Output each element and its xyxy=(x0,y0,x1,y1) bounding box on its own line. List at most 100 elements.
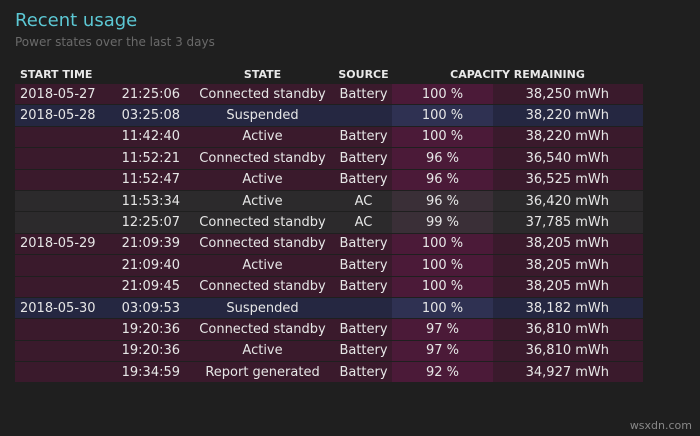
energy-cell: 38,205 mWh xyxy=(493,276,644,297)
percent-cell: 96 % xyxy=(392,169,494,190)
column-header: STATE xyxy=(243,67,282,81)
table-row: 11:52:47 Active Battery 96 % 36,525 mWh xyxy=(15,169,644,190)
state-cell: Connected standby xyxy=(190,319,336,340)
column-header: CAPACITY REMAINING xyxy=(450,67,585,81)
state-cell: Active xyxy=(190,169,336,190)
state-cell: Connected standby xyxy=(190,276,336,297)
energy-cell: 38,250 mWh xyxy=(493,84,644,105)
percent-cell: 100 % xyxy=(392,255,494,276)
state-cell: Connected standby xyxy=(190,212,336,233)
table-row: 11:52:21 Connected standby Battery 96 % 36,5… xyxy=(15,148,644,169)
source-cell xyxy=(335,105,393,126)
source-cell: Battery xyxy=(335,340,393,362)
energy-cell: 38,182 mWh xyxy=(493,297,644,319)
date-cell xyxy=(15,362,97,383)
time-cell: 03:09:53 xyxy=(97,297,191,319)
source-cell: Battery xyxy=(335,84,393,105)
state-cell: Active xyxy=(190,190,336,212)
table-row: 2018-05-28 03:25:08 Suspended 100 % 38,220 m… xyxy=(15,105,644,126)
table-body: 2018-05-27 21:25:06 Connected standby Batte… xyxy=(15,84,644,383)
date-cell: 2018-05-30 xyxy=(15,297,97,319)
watermark: wsxdn.com xyxy=(629,419,692,432)
time-cell: 21:09:40 xyxy=(97,255,191,276)
table-row: 2018-05-27 21:25:06 Connected standby Batte… xyxy=(15,84,644,105)
source-cell xyxy=(335,297,393,319)
table-row: 12:25:07 Connected standby AC 99 % 37,785 mW… xyxy=(15,212,644,233)
time-cell: 19:20:36 xyxy=(97,319,191,340)
percent-cell: 100 % xyxy=(392,233,494,255)
percent-cell: 96 % xyxy=(392,190,494,212)
state-cell: Active xyxy=(190,255,336,276)
source-cell: AC xyxy=(335,190,393,212)
time-cell: 21:09:45 xyxy=(97,276,191,297)
state-cell: Suspended xyxy=(190,297,336,319)
date-cell xyxy=(15,340,97,362)
date-cell: 2018-05-27 xyxy=(15,84,97,105)
percent-cell: 100 % xyxy=(392,276,494,297)
state-cell: Connected standby xyxy=(190,84,336,105)
date-cell xyxy=(15,212,97,233)
title: Recent usage xyxy=(15,10,138,31)
source-cell: Battery xyxy=(335,319,393,340)
energy-cell: 36,810 mWh xyxy=(493,340,644,362)
subtitle: Power states over the last 3 days xyxy=(15,35,215,49)
energy-cell: 38,205 mWh xyxy=(493,233,644,255)
header-row: START TIME STATE SOURCE CAPACITY REMAINI… xyxy=(15,65,643,83)
column-header: SOURCE xyxy=(338,67,389,81)
percent-cell: 100 % xyxy=(392,126,494,148)
date-cell xyxy=(15,319,97,340)
energy-cell: 37,785 mWh xyxy=(493,212,644,233)
time-cell: 11:52:47 xyxy=(97,169,191,190)
energy-cell: 38,220 mWh xyxy=(493,126,644,148)
state-cell: Report generated xyxy=(190,362,336,383)
date-cell xyxy=(15,276,97,297)
source-cell: Battery xyxy=(335,233,393,255)
state-cell: Suspended xyxy=(190,105,336,126)
table-row: 19:20:36 Connected standby Battery 97 % 36,8… xyxy=(15,319,644,340)
time-cell: 21:25:06 xyxy=(97,84,191,105)
energy-cell: 38,205 mWh xyxy=(493,255,644,276)
table-row: 11:53:34 Active AC 96 % 36,420 mWh xyxy=(15,190,644,212)
source-cell: Battery xyxy=(335,255,393,276)
energy-cell: 36,420 mWh xyxy=(493,190,644,212)
time-cell: 11:52:21 xyxy=(97,148,191,169)
date-cell xyxy=(15,148,97,169)
time-cell: 03:25:08 xyxy=(97,105,191,126)
percent-cell: 100 % xyxy=(392,105,494,126)
time-cell: 11:42:40 xyxy=(97,126,191,148)
source-cell: AC xyxy=(335,212,393,233)
time-cell: 11:53:34 xyxy=(97,190,191,212)
table-row: 19:20:36 Active Battery 97 % 36,810 mWh xyxy=(15,340,644,362)
state-cell: Active xyxy=(190,126,336,148)
state-cell: Active xyxy=(190,340,336,362)
usage-table: START TIME STATE SOURCE CAPACITY REMAINI… xyxy=(15,64,644,383)
source-cell: Battery xyxy=(335,362,393,383)
energy-cell: 36,810 mWh xyxy=(493,319,644,340)
source-cell: Battery xyxy=(335,276,393,297)
energy-cell: 38,220 mWh xyxy=(493,105,644,126)
date-cell xyxy=(15,126,97,148)
date-cell: 2018-05-28 xyxy=(15,105,97,126)
source-cell: Battery xyxy=(335,169,393,190)
percent-cell: 97 % xyxy=(392,319,494,340)
percent-cell: 96 % xyxy=(392,148,494,169)
energy-cell: 36,540 mWh xyxy=(493,148,644,169)
time-cell: 21:09:39 xyxy=(97,233,191,255)
column-header: START TIME xyxy=(20,67,93,81)
time-cell: 19:20:36 xyxy=(97,340,191,362)
percent-cell: 97 % xyxy=(392,340,494,362)
source-cell: Battery xyxy=(335,148,393,169)
date-cell xyxy=(15,255,97,276)
table-row: 2018-05-29 21:09:39 Connected standby Batte… xyxy=(15,233,644,255)
date-cell xyxy=(15,169,97,190)
date-cell: 2018-05-29 xyxy=(15,233,97,255)
time-cell: 12:25:07 xyxy=(97,212,191,233)
percent-cell: 100 % xyxy=(392,297,494,319)
table-row: 21:09:40 Active Battery 100 % 38,205 mWh xyxy=(15,255,644,276)
source-cell: Battery xyxy=(335,126,393,148)
date-cell xyxy=(15,190,97,212)
state-cell: Connected standby xyxy=(190,148,336,169)
energy-cell: 36,525 mWh xyxy=(493,169,644,190)
table-row: 11:42:40 Active Battery 100 % 38,220 mWh xyxy=(15,126,644,148)
